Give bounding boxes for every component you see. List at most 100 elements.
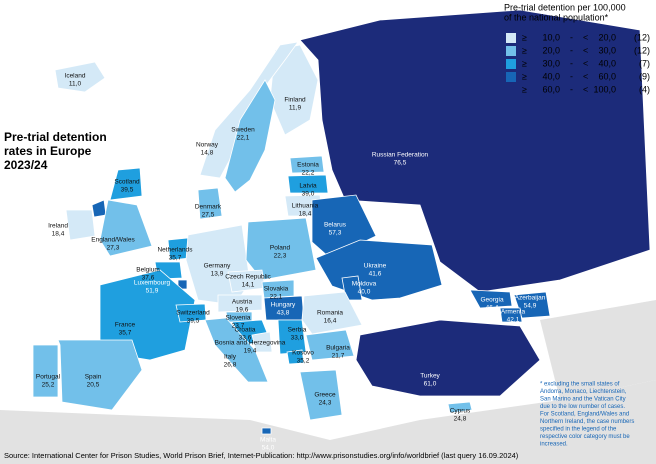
country (99, 199, 153, 257)
legend-symbol: < (583, 84, 588, 94)
legend-lower: 20,0 (542, 45, 560, 55)
country-value: 22,1 (237, 135, 250, 142)
source: Source: International Center for Prison … (4, 451, 519, 460)
legend-symbol: ≥ (522, 58, 527, 68)
legend-title: of the national population* (504, 12, 609, 22)
country-value: 26,8 (224, 362, 237, 369)
country-value: 11,9 (289, 105, 302, 112)
country-name: England/Wales (91, 237, 135, 244)
country (355, 319, 541, 397)
country-value: 35,2 (297, 358, 310, 365)
country (197, 187, 223, 220)
country-value: 24,8 (454, 416, 467, 423)
other-land (0, 380, 656, 464)
country (54, 61, 106, 93)
country-name: Norway (196, 142, 219, 149)
legend-lower: 10,0 (542, 32, 560, 42)
country (299, 9, 651, 293)
country-name: Netherlands (157, 247, 193, 254)
legend-count: (12) (634, 32, 650, 42)
country-name: Czech Republic (225, 274, 271, 281)
title-line: rates in Europe (4, 144, 92, 158)
country-name: Germany (204, 263, 231, 270)
country-value: 40,0 (74, 198, 87, 205)
legend-symbol: < (583, 32, 588, 42)
country-name: Belarus (324, 222, 347, 229)
country-name: Austria (232, 299, 253, 306)
country-value: 61,0 (424, 381, 437, 388)
country (204, 317, 269, 383)
country-value: 13,9 (211, 271, 224, 278)
legend-symbol: < (583, 45, 588, 55)
legend-lower: 60,0 (542, 84, 560, 94)
country-name: Lithuania (292, 203, 319, 210)
country-name: Armenia (501, 309, 526, 316)
country-value: 11,0 (69, 81, 82, 88)
legend-swatch (506, 59, 516, 69)
country-name: Estonia (297, 162, 319, 169)
country (499, 307, 523, 323)
country-value: 41,6 (369, 271, 382, 278)
country-name: Italy (224, 354, 237, 361)
country-value: 54,9 (524, 303, 537, 310)
country-value: 23,7 (232, 323, 245, 330)
regions (32, 9, 651, 435)
country-value: 43,8 (277, 310, 290, 317)
country-value: 20,5 (87, 382, 100, 389)
legend-symbol: ≥ (522, 32, 527, 42)
country-name: Greece (314, 392, 336, 399)
title-line: 2023/24 (4, 158, 48, 172)
country-name: Croatia (235, 327, 256, 334)
legend-count: (7) (639, 58, 650, 68)
country-name: Sweden (231, 127, 255, 134)
footnote-line: For Scotland, England/Wales and (540, 412, 629, 418)
country-name: Turkey (420, 373, 440, 380)
legend-count: (9) (639, 71, 650, 81)
country (289, 155, 325, 174)
country-value: 14,1 (242, 282, 255, 289)
country-value: 33,6 (239, 335, 252, 342)
legend-lower: 40,0 (542, 71, 560, 81)
legend-symbol: ≥ (522, 45, 527, 55)
legend-symbol: - (570, 84, 573, 94)
country-value: 35,7 (119, 330, 132, 337)
country-name: Cyprus (450, 408, 471, 415)
legend-symbol: < (583, 71, 588, 81)
country-value: 14,8 (201, 150, 214, 157)
country-name: Bulgaria (326, 345, 350, 352)
country-value: 39,5 (187, 318, 200, 325)
legend-symbol: - (570, 71, 573, 81)
footnote: * excluding the small states ofAndorra, … (540, 382, 634, 448)
country-value: 18,4 (52, 231, 65, 238)
country-value: 16,4 (324, 318, 337, 325)
legend-upper: 30,0 (598, 45, 616, 55)
legend-count: (12) (634, 45, 650, 55)
country-value: 35,7 (169, 255, 182, 262)
legend-swatch (506, 33, 516, 43)
country-name: Portugal (36, 374, 61, 381)
labels: Iceland11,0Finland11,9Norway14,8Sweden22… (36, 73, 546, 452)
country-value: 21,7 (332, 353, 345, 360)
country-value: 40,0 (358, 289, 371, 296)
country (251, 331, 273, 353)
country-name: Finland (284, 97, 306, 104)
country-value: 27,5 (202, 212, 215, 219)
country-value: 27,3 (107, 245, 120, 252)
country-name: Slovenia (226, 315, 251, 322)
country-name: Moldova (352, 281, 377, 288)
country-name: Northern Ireland (57, 190, 104, 197)
country-name: Romania (317, 310, 343, 317)
legend-symbol: - (570, 32, 573, 42)
footnote-line: specified in the legend of the (540, 427, 617, 433)
country-value: 19,6 (236, 307, 249, 314)
country-value: 57,3 (329, 230, 342, 237)
legend: Pre-trial detention per 100,000 of the n… (504, 2, 650, 95)
country-name: Kosovo (292, 350, 314, 357)
country-value: 39,0 (302, 191, 315, 198)
country (65, 209, 96, 241)
country-value: 39,5 (121, 187, 134, 194)
country-name: Scotland (114, 179, 140, 186)
country-value: 25,2 (42, 382, 55, 389)
country-name: Denmark (195, 204, 222, 211)
